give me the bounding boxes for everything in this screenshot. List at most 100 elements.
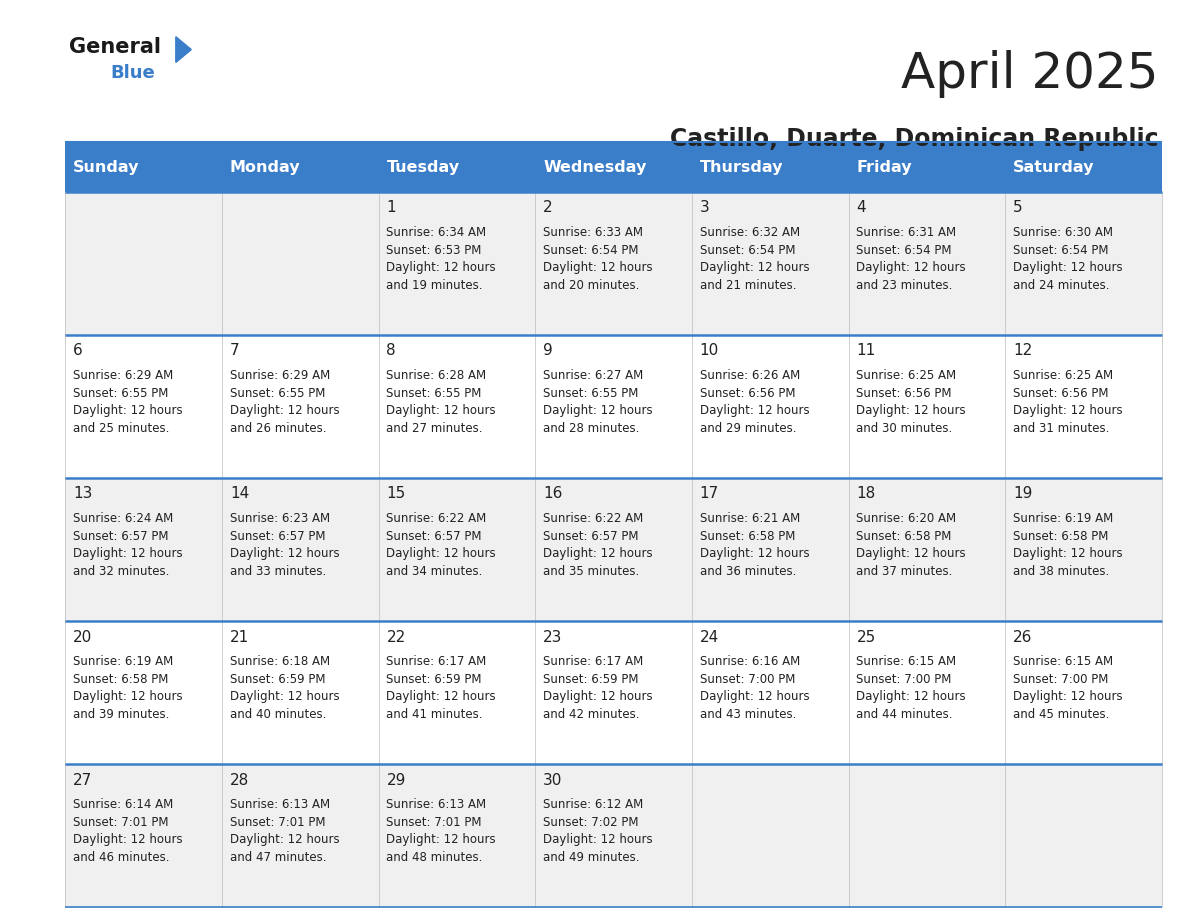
Text: Sunrise: 6:16 AM
Sunset: 7:00 PM
Daylight: 12 hours
and 43 minutes.: Sunrise: 6:16 AM Sunset: 7:00 PM Dayligh… [700,655,809,721]
Text: 18: 18 [857,487,876,501]
Text: Wednesday: Wednesday [543,160,646,174]
Bar [691,478,848,621]
Text: 9: 9 [543,343,552,358]
Text: 30: 30 [543,773,562,788]
Text: Sunrise: 6:26 AM
Sunset: 6:56 PM
Daylight: 12 hours
and 29 minutes.: Sunrise: 6:26 AM Sunset: 6:56 PM Dayligh… [700,369,809,435]
Bar [1005,621,1162,764]
Text: 25: 25 [857,630,876,644]
Text: 15: 15 [386,487,406,501]
Text: 13: 13 [74,487,93,501]
Text: Friday: Friday [857,160,912,174]
Bar [65,764,222,907]
Text: 21: 21 [229,630,249,644]
Text: Sunrise: 6:19 AM
Sunset: 6:58 PM
Daylight: 12 hours
and 39 minutes.: Sunrise: 6:19 AM Sunset: 6:58 PM Dayligh… [74,655,183,721]
Text: Saturday: Saturday [1013,160,1094,174]
Bar [1005,478,1162,621]
Text: Sunrise: 6:28 AM
Sunset: 6:55 PM
Daylight: 12 hours
and 27 minutes.: Sunrise: 6:28 AM Sunset: 6:55 PM Dayligh… [386,369,497,435]
Text: 27: 27 [74,773,93,788]
Text: Sunrise: 6:18 AM
Sunset: 6:59 PM
Daylight: 12 hours
and 40 minutes.: Sunrise: 6:18 AM Sunset: 6:59 PM Dayligh… [229,655,340,721]
Text: 12: 12 [1013,343,1032,358]
Text: Sunrise: 6:22 AM
Sunset: 6:57 PM
Daylight: 12 hours
and 35 minutes.: Sunrise: 6:22 AM Sunset: 6:57 PM Dayligh… [543,512,652,577]
Text: Sunrise: 6:33 AM
Sunset: 6:54 PM
Daylight: 12 hours
and 20 minutes.: Sunrise: 6:33 AM Sunset: 6:54 PM Dayligh… [543,226,652,292]
Text: Sunrise: 6:32 AM
Sunset: 6:54 PM
Daylight: 12 hours
and 21 minutes.: Sunrise: 6:32 AM Sunset: 6:54 PM Dayligh… [700,226,809,292]
Text: Monday: Monday [229,160,301,174]
Text: Sunrise: 6:25 AM
Sunset: 6:56 PM
Daylight: 12 hours
and 31 minutes.: Sunrise: 6:25 AM Sunset: 6:56 PM Dayligh… [1013,369,1123,435]
Text: Sunrise: 6:23 AM
Sunset: 6:57 PM
Daylight: 12 hours
and 33 minutes.: Sunrise: 6:23 AM Sunset: 6:57 PM Dayligh… [229,512,340,577]
Bar [691,335,848,478]
Text: 8: 8 [386,343,396,358]
Bar [65,621,222,764]
Text: Sunrise: 6:20 AM
Sunset: 6:58 PM
Daylight: 12 hours
and 37 minutes.: Sunrise: 6:20 AM Sunset: 6:58 PM Dayligh… [857,512,966,577]
Text: 2: 2 [543,200,552,216]
Text: Sunrise: 6:21 AM
Sunset: 6:58 PM
Daylight: 12 hours
and 36 minutes.: Sunrise: 6:21 AM Sunset: 6:58 PM Dayligh… [700,512,809,577]
Text: 1: 1 [386,200,396,216]
Text: 28: 28 [229,773,249,788]
Bar [536,478,691,621]
Bar [65,335,222,478]
Text: 26: 26 [1013,630,1032,644]
Bar [536,192,691,335]
Text: Sunrise: 6:17 AM
Sunset: 6:59 PM
Daylight: 12 hours
and 41 minutes.: Sunrise: 6:17 AM Sunset: 6:59 PM Dayligh… [386,655,497,721]
Text: Sunrise: 6:34 AM
Sunset: 6:53 PM
Daylight: 12 hours
and 19 minutes.: Sunrise: 6:34 AM Sunset: 6:53 PM Dayligh… [386,226,497,292]
Bar [222,764,379,907]
Text: Thursday: Thursday [700,160,783,174]
Text: Castillo, Duarte, Dominican Republic: Castillo, Duarte, Dominican Republic [670,127,1158,151]
Bar [536,621,691,764]
Text: General: General [69,37,160,57]
Bar [222,478,379,621]
Text: Blue: Blue [110,64,156,83]
Text: 22: 22 [386,630,406,644]
Text: Sunrise: 6:30 AM
Sunset: 6:54 PM
Daylight: 12 hours
and 24 minutes.: Sunrise: 6:30 AM Sunset: 6:54 PM Dayligh… [1013,226,1123,292]
Text: Sunrise: 6:12 AM
Sunset: 7:02 PM
Daylight: 12 hours
and 49 minutes.: Sunrise: 6:12 AM Sunset: 7:02 PM Dayligh… [543,799,652,864]
Text: 19: 19 [1013,487,1032,501]
Bar [848,192,1005,335]
Text: April 2025: April 2025 [901,50,1158,98]
Bar [691,192,848,335]
Text: Sunrise: 6:17 AM
Sunset: 6:59 PM
Daylight: 12 hours
and 42 minutes.: Sunrise: 6:17 AM Sunset: 6:59 PM Dayligh… [543,655,652,721]
Bar [848,335,1005,478]
Text: Tuesday: Tuesday [386,160,460,174]
Bar [65,192,222,335]
Bar [1005,335,1162,478]
Text: Sunrise: 6:24 AM
Sunset: 6:57 PM
Daylight: 12 hours
and 32 minutes.: Sunrise: 6:24 AM Sunset: 6:57 PM Dayligh… [74,512,183,577]
Bar [65,142,1162,192]
Bar [379,192,536,335]
Text: 24: 24 [700,630,719,644]
Text: Sunrise: 6:25 AM
Sunset: 6:56 PM
Daylight: 12 hours
and 30 minutes.: Sunrise: 6:25 AM Sunset: 6:56 PM Dayligh… [857,369,966,435]
Text: Sunrise: 6:15 AM
Sunset: 7:00 PM
Daylight: 12 hours
and 45 minutes.: Sunrise: 6:15 AM Sunset: 7:00 PM Dayligh… [1013,655,1123,721]
Text: Sunrise: 6:15 AM
Sunset: 7:00 PM
Daylight: 12 hours
and 44 minutes.: Sunrise: 6:15 AM Sunset: 7:00 PM Dayligh… [857,655,966,721]
Text: 17: 17 [700,487,719,501]
Bar [379,478,536,621]
Bar [222,621,379,764]
Text: 4: 4 [857,200,866,216]
Bar [1005,764,1162,907]
Text: Sunrise: 6:13 AM
Sunset: 7:01 PM
Daylight: 12 hours
and 48 minutes.: Sunrise: 6:13 AM Sunset: 7:01 PM Dayligh… [386,799,497,864]
Text: Sunrise: 6:14 AM
Sunset: 7:01 PM
Daylight: 12 hours
and 46 minutes.: Sunrise: 6:14 AM Sunset: 7:01 PM Dayligh… [74,799,183,864]
Text: 5: 5 [1013,200,1023,216]
Bar [848,621,1005,764]
Bar [222,192,379,335]
Bar [65,478,222,621]
Text: 29: 29 [386,773,406,788]
Text: 10: 10 [700,343,719,358]
Text: 3: 3 [700,200,709,216]
Bar [222,335,379,478]
Text: Sunrise: 6:29 AM
Sunset: 6:55 PM
Daylight: 12 hours
and 26 minutes.: Sunrise: 6:29 AM Sunset: 6:55 PM Dayligh… [229,369,340,435]
Bar [379,335,536,478]
Text: 6: 6 [74,343,83,358]
Text: 14: 14 [229,487,249,501]
Bar [536,335,691,478]
Bar [691,764,848,907]
Text: Sunrise: 6:13 AM
Sunset: 7:01 PM
Daylight: 12 hours
and 47 minutes.: Sunrise: 6:13 AM Sunset: 7:01 PM Dayligh… [229,799,340,864]
Bar [379,621,536,764]
Bar [848,764,1005,907]
Bar [1005,192,1162,335]
Text: Sunrise: 6:22 AM
Sunset: 6:57 PM
Daylight: 12 hours
and 34 minutes.: Sunrise: 6:22 AM Sunset: 6:57 PM Dayligh… [386,512,497,577]
Polygon shape [176,37,191,62]
Bar [848,478,1005,621]
Bar [536,764,691,907]
Text: 16: 16 [543,487,562,501]
Text: 7: 7 [229,343,240,358]
Text: Sunrise: 6:31 AM
Sunset: 6:54 PM
Daylight: 12 hours
and 23 minutes.: Sunrise: 6:31 AM Sunset: 6:54 PM Dayligh… [857,226,966,292]
Text: 11: 11 [857,343,876,358]
